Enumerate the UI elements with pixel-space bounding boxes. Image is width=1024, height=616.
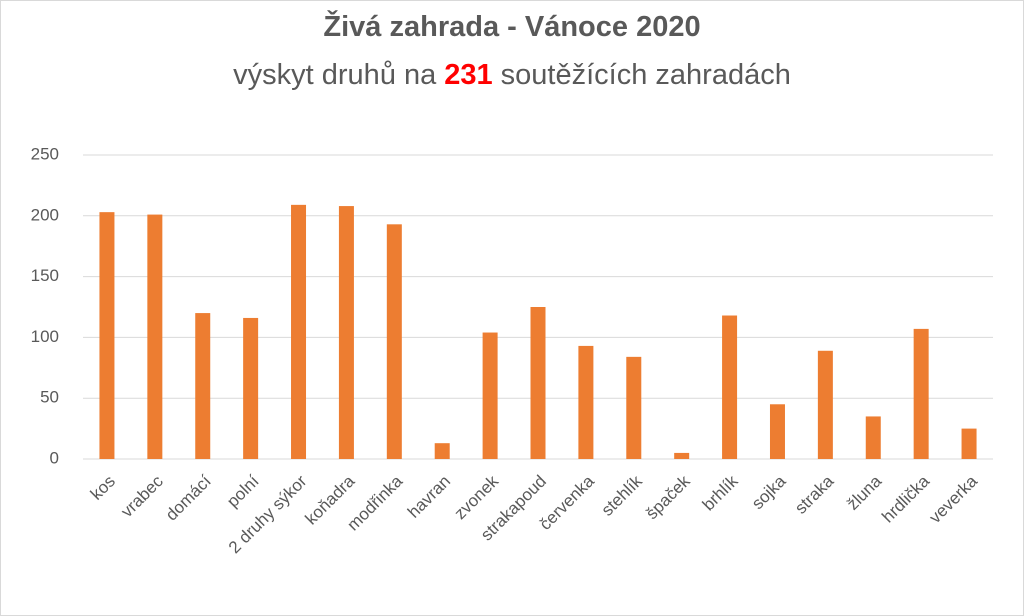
y-tick-label: 200 (31, 205, 59, 224)
bar (99, 212, 115, 459)
x-tick-label: sojka (748, 471, 790, 513)
subtitle-text: soutěžících zahradách (500, 59, 791, 91)
y-tick-label: 250 (31, 144, 59, 163)
x-tick-label: domácí (162, 471, 215, 524)
x-tick-label: žluna (843, 471, 886, 514)
bar (722, 315, 738, 459)
y-tick-label: 50 (40, 388, 59, 407)
bar (434, 443, 450, 459)
x-tick-label: straka (791, 471, 838, 518)
bar (578, 345, 594, 459)
bar (147, 214, 163, 459)
x-tick-label: stehlík (598, 471, 647, 520)
subtitle-highlight: 231 (444, 59, 493, 91)
bar (195, 313, 211, 459)
y-tick-label: 0 (50, 448, 59, 467)
x-tick-label: vrabec (117, 471, 167, 521)
y-tick-label: 150 (31, 266, 59, 285)
x-tick-label: hrdlička (878, 471, 933, 526)
bar (674, 452, 690, 459)
bar (961, 428, 977, 459)
x-tick-label: brhlík (699, 471, 742, 514)
bar (338, 206, 354, 459)
x-tick-label: havran (404, 472, 454, 522)
bar (291, 204, 307, 459)
bar (482, 332, 498, 459)
bar (386, 224, 402, 459)
x-tick-label: polní (223, 471, 263, 511)
bar (530, 307, 546, 459)
y-tick-label: 100 (31, 327, 59, 346)
chart-title: Živá zahrada - Vánoce 2020 (323, 11, 701, 43)
bar (817, 350, 833, 459)
chart-subtitle: výskyt druhů na 231 soutěžících zahradách (1, 59, 1023, 92)
bar (243, 317, 259, 459)
subtitle-text: výskyt druhů na (233, 59, 437, 91)
bar (769, 404, 785, 459)
x-tick-label: kos (87, 472, 119, 504)
bar (913, 328, 929, 459)
bar (626, 356, 642, 459)
bar (865, 416, 881, 459)
x-tick-label: špaček (642, 471, 694, 523)
x-tick-label: veverka (926, 471, 982, 527)
